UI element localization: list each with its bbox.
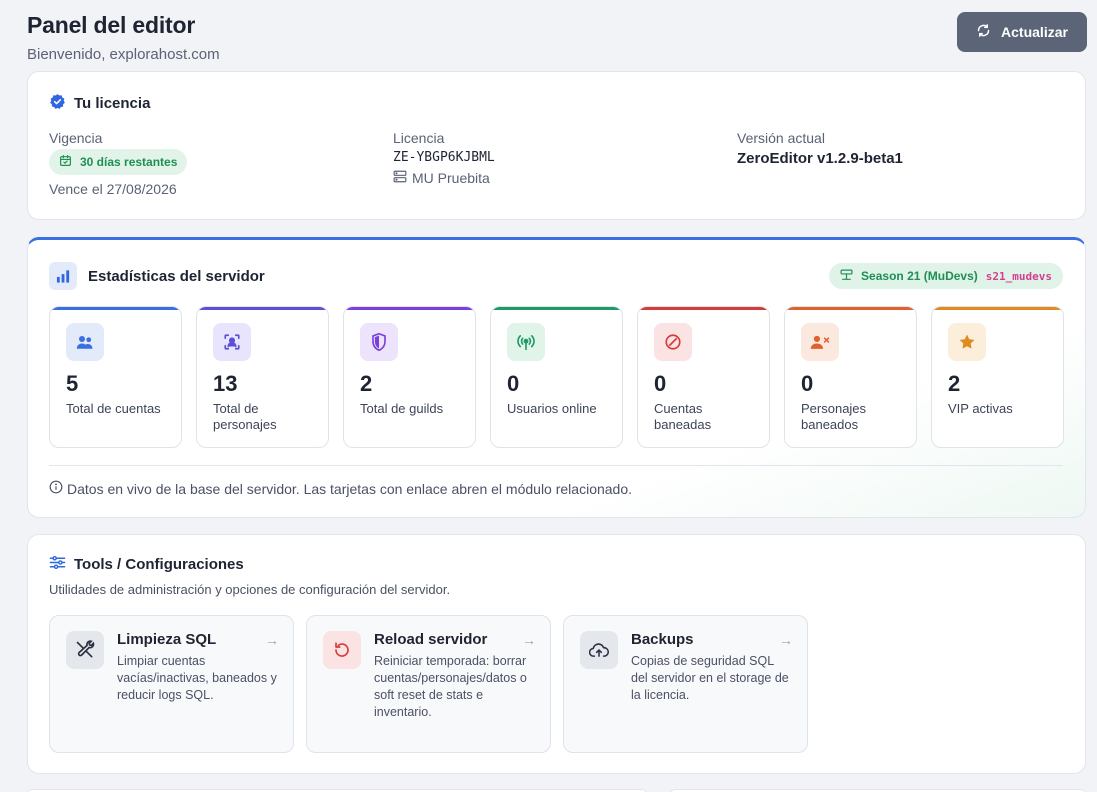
stat-value: 0 xyxy=(801,371,814,396)
stats-note: Datos en vivo de la base del servidor. L… xyxy=(49,480,632,497)
broadcast-icon xyxy=(507,323,545,361)
refresh-button[interactable]: Actualizar xyxy=(957,12,1087,52)
server-icon xyxy=(393,170,407,186)
calendar-icon xyxy=(59,154,72,170)
server-config-icon xyxy=(840,269,853,284)
tool-backups[interactable]: Backups Copias de seguridad SQL del serv… xyxy=(563,615,808,753)
season-code: s21_mudevs xyxy=(985,269,1052,283)
stat-tile-banned-characters[interactable]: 0 Personajes baneados xyxy=(784,306,917,448)
verified-badge-icon xyxy=(49,93,66,114)
shield-icon xyxy=(360,323,398,361)
license-title: Tu licencia xyxy=(74,95,151,112)
stat-label: VIP activas xyxy=(948,401,1013,416)
stat-tile-characters[interactable]: 13 Total de personajes xyxy=(196,306,329,448)
stat-value: 2 xyxy=(948,371,961,396)
season-name: Season 21 (MuDevs) xyxy=(861,269,978,283)
tools-icon xyxy=(66,631,104,669)
stat-value: 0 xyxy=(507,371,520,396)
license-card: Tu licencia Vigencia 30 días restantes V… xyxy=(27,71,1086,220)
tools-title: Tools / Configuraciones xyxy=(74,556,244,573)
tools-subtitle: Utilidades de administración y opciones … xyxy=(49,582,451,597)
tool-reload-server[interactable]: Reload servidor Reiniciar temporada: bor… xyxy=(306,615,551,753)
license-key: ZE-YBGP6KJBML xyxy=(393,150,495,165)
arrow-right-icon: → xyxy=(522,632,536,648)
page-title: Panel del editor xyxy=(27,12,196,38)
stat-tile-online-users[interactable]: 0 Usuarios online xyxy=(490,306,623,448)
stats-note-text: Datos en vivo de la base del servidor. L… xyxy=(67,480,633,497)
arrow-right-icon: → xyxy=(265,632,279,648)
welcome-text: Bienvenido, explorahost.com xyxy=(27,46,220,63)
sliders-icon xyxy=(49,555,66,574)
license-label: Licencia xyxy=(393,130,445,146)
version-label: Versión actual xyxy=(737,130,825,146)
stat-label: Total de guilds xyxy=(360,401,444,416)
expiry-date: Vence el 27/08/2026 xyxy=(49,181,177,197)
days-remaining-text: 30 días restantes xyxy=(80,155,178,169)
stat-value: 0 xyxy=(654,371,667,396)
license-header: Tu licencia xyxy=(49,93,150,114)
license-key-section: Licencia ZE-YBGP6KJBML MU Pruebita xyxy=(393,130,495,186)
stat-value: 2 xyxy=(360,371,373,396)
days-remaining-badge: 30 días restantes xyxy=(49,149,188,175)
divider xyxy=(49,465,1063,466)
version-value: ZeroEditor v1.2.9-beta1 xyxy=(737,150,903,167)
stats-header: Estadísticas del servidor xyxy=(49,262,265,290)
stat-tile-banned-accounts[interactable]: 0 Cuentas baneadas xyxy=(637,306,770,448)
stat-label: Cuentas baneadas xyxy=(654,401,712,432)
stat-tile-vip[interactable]: 2 VIP activas xyxy=(931,306,1064,448)
stat-label: Usuarios online xyxy=(507,401,597,416)
stats-title: Estadísticas del servidor xyxy=(88,267,265,285)
ban-icon xyxy=(654,323,692,361)
server-name-row: MU Pruebita xyxy=(393,170,495,186)
reload-icon xyxy=(323,631,361,669)
tool-title: Backups xyxy=(631,631,694,648)
tool-description: Copias de seguridad SQL del servidor en … xyxy=(631,654,789,702)
stat-label: Total de personajes xyxy=(213,401,277,432)
tools-card: Tools / Configuraciones Utilidades de ad… xyxy=(27,534,1086,774)
stat-value: 13 xyxy=(213,371,238,396)
stat-label: Personajes baneados xyxy=(801,401,867,432)
tool-description: Limpiar cuentas vacías/inactivas, banead… xyxy=(117,654,277,702)
tool-title: Limpieza SQL xyxy=(117,631,217,648)
star-icon xyxy=(948,323,986,361)
users-icon xyxy=(66,323,104,361)
arrow-right-icon: → xyxy=(779,632,793,648)
version-section: Versión actual ZeroEditor v1.2.9-beta1 xyxy=(737,130,903,167)
bar-chart-icon xyxy=(49,262,77,290)
cloud-upload-icon xyxy=(580,631,618,669)
server-stats-card: Estadísticas del servidor Season 21 (MuD… xyxy=(27,237,1086,518)
info-icon xyxy=(49,480,63,497)
validity-section: Vigencia 30 días restantes Vence el 27/0… xyxy=(49,130,188,197)
refresh-label: Actualizar xyxy=(1001,24,1068,40)
stat-tile-accounts[interactable]: 5 Total de cuentas xyxy=(49,306,182,448)
stat-label: Total de cuentas xyxy=(66,401,161,416)
season-badge: Season 21 (MuDevs) s21_mudevs xyxy=(829,263,1063,289)
character-icon xyxy=(213,323,251,361)
user-x-icon xyxy=(801,323,839,361)
page-header: Panel del editor Bienvenido, explorahost… xyxy=(27,12,1087,67)
tool-description: Reiniciar temporada: borrar cuentas/pers… xyxy=(374,654,527,719)
stat-tile-guilds[interactable]: 2 Total de guilds xyxy=(343,306,476,448)
stat-value: 5 xyxy=(66,371,79,396)
tools-header: Tools / Configuraciones xyxy=(49,555,244,574)
tool-sql-cleanup[interactable]: Limpieza SQL Limpiar cuentas vacías/inac… xyxy=(49,615,294,753)
refresh-icon xyxy=(976,23,991,41)
validity-label: Vigencia xyxy=(49,130,103,146)
server-name: MU Pruebita xyxy=(412,170,490,186)
tool-title: Reload servidor xyxy=(374,631,488,648)
